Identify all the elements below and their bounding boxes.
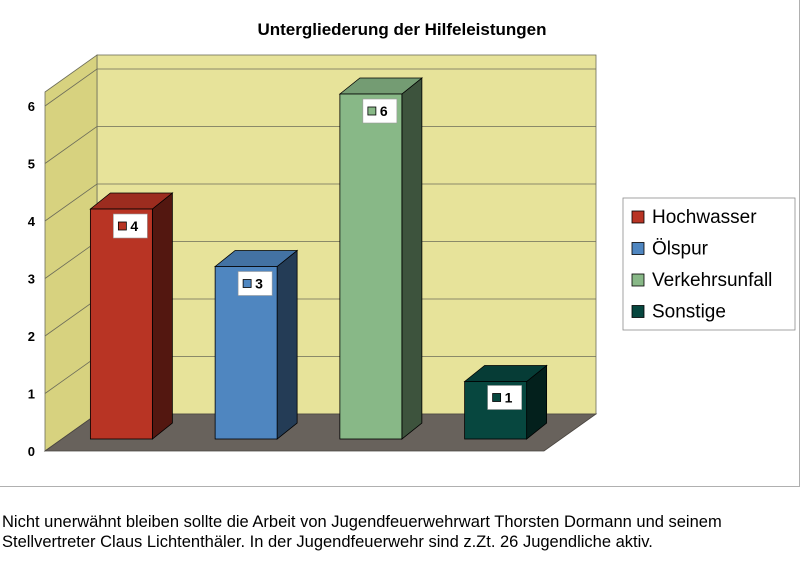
svg-text:Sonstige: Sonstige [652,302,726,323]
y-tick-label: 5 [28,157,35,172]
chart-title: Untergliederung der Hilfeleistungen [257,20,546,39]
svg-text:1: 1 [505,390,513,406]
svg-text:3: 3 [255,276,263,292]
chart-frame: Untergliederung der Hilfeleistungen 0 1 2 3… [0,0,800,487]
svg-text:Verkehrsunfall: Verkehrsunfall [652,270,772,291]
legend-item: Verkehrsunfall [631,270,772,291]
svg-text:4: 4 [130,218,138,234]
bar-chart: Untergliederung der Hilfeleistungen 0 1 2 3… [28,20,796,459]
bars [89,77,548,440]
y-tick-label: 2 [28,329,35,344]
y-axis-ticks: 0 1 2 3 4 5 6 [28,99,36,459]
y-tick-label: 0 [28,444,35,459]
y-tick-label: 1 [28,387,35,402]
side-wall [44,54,98,452]
grid-line [44,126,596,164]
bar-verkehrsunfall [338,77,424,440]
svg-text:6: 6 [380,103,388,119]
legend: Hochwasser Ölspur Verkehrsunfall Sonstige [622,197,796,331]
bar-hochwasser [89,192,174,440]
data-label: 6 [362,98,398,124]
svg-text:Ölspur: Ölspur [652,239,709,260]
svg-text:Hochwasser: Hochwasser [652,207,757,228]
legend-item: Ölspur [631,239,709,260]
data-label: 4 [113,213,148,239]
floor [43,413,598,452]
legend-box [622,197,796,331]
y-tick-label: 3 [28,272,35,287]
grid-line [44,68,596,107]
legend-item: Hochwasser [631,207,757,228]
y-tick-label: 4 [28,214,36,229]
grid-line [44,183,596,222]
y-tick-label: 6 [28,99,35,114]
caption-text: Nicht unerwähnt bleiben sollte die Arbei… [2,513,722,551]
data-label: 1 [487,385,522,410]
legend-item: Sonstige [631,302,726,323]
data-labels: 4 3 6 1 [113,98,522,410]
data-label: 3 [237,271,273,296]
